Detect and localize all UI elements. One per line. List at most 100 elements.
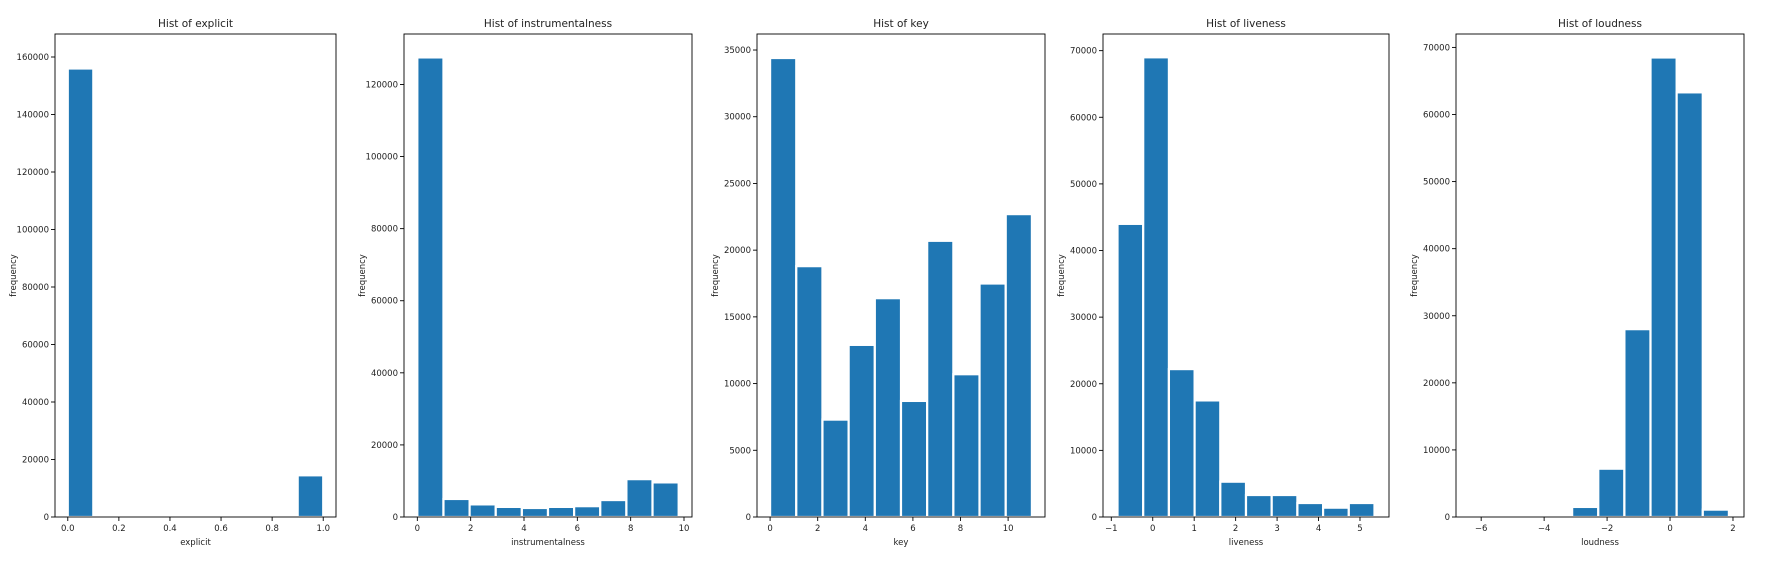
histogram-bar bbox=[1142, 56, 1171, 519]
x-tick-label: 2 bbox=[468, 524, 473, 534]
chart-panel: 0 2 4 6 8 10 0 5000 10000 15000 20000 25000 30000 350… bbox=[711, 18, 1046, 548]
x-axis-label: key bbox=[894, 538, 909, 548]
x-tick-label: 10 bbox=[1003, 524, 1014, 534]
y-tick-label: 10000 bbox=[724, 380, 751, 390]
axes-frame bbox=[1455, 33, 1745, 518]
x-tick-label: 6 bbox=[910, 524, 915, 534]
y-tick-label: 0 bbox=[746, 513, 751, 523]
y-tick-label: 40000 bbox=[22, 398, 49, 408]
chart-panel: 0.0 0.2 0.4 0.6 0.8 1.0 0 20000 40000 60000 80000 1… bbox=[9, 18, 337, 548]
y-tick-label: 60000 bbox=[1423, 111, 1450, 121]
y-tick-label: 40000 bbox=[1423, 245, 1450, 255]
x-tick-label: 0 bbox=[1150, 524, 1155, 534]
axes-frame bbox=[54, 33, 337, 518]
y-tick-label: 25000 bbox=[724, 179, 751, 189]
x-tick-label: −2 bbox=[1601, 524, 1614, 534]
y-tick-label: 50000 bbox=[1070, 180, 1097, 190]
y-tick-label: 80000 bbox=[371, 225, 398, 235]
histogram-bar bbox=[952, 373, 981, 519]
x-tick-label: −1 bbox=[1105, 524, 1118, 534]
y-tick-label: 20000 bbox=[371, 441, 398, 451]
histogram-bar bbox=[494, 505, 523, 519]
chart-panel: −6 −4 −2 0 2 0 10000 20000 30000 40000 50000 60000 7… bbox=[1410, 18, 1745, 548]
x-tick-label: 2 bbox=[815, 524, 820, 534]
histogram-bar bbox=[66, 67, 95, 519]
x-tick-label: 0.6 bbox=[214, 524, 228, 534]
y-tick-label: 40000 bbox=[1070, 247, 1097, 257]
y-tick-label: 20000 bbox=[724, 246, 751, 256]
histogram-bar bbox=[651, 481, 680, 519]
chart-panel: 0 2 4 6 8 10 0 20000 40000 60000 80000 100000 120000… bbox=[358, 18, 693, 548]
x-tick-label: 8 bbox=[628, 524, 633, 534]
chart-title: Hist of loudness bbox=[1558, 18, 1642, 30]
chart-title: Hist of explicit bbox=[158, 18, 233, 30]
axes-frame bbox=[403, 33, 693, 518]
x-tick-label: 5 bbox=[1357, 524, 1362, 534]
chart-title: Hist of key bbox=[873, 18, 929, 30]
histogram-bar bbox=[873, 297, 903, 519]
histogram-bar bbox=[296, 474, 325, 519]
histogram-bar bbox=[468, 503, 497, 519]
histogram-bar bbox=[625, 478, 654, 519]
x-tick-label: 1.0 bbox=[316, 524, 330, 534]
histogram-bar bbox=[926, 239, 955, 519]
histogram-bar bbox=[1321, 506, 1350, 519]
histogram-bar bbox=[1597, 467, 1626, 519]
y-tick-label: 160000 bbox=[17, 53, 49, 63]
histogram-bar bbox=[599, 498, 628, 519]
y-tick-label: 20000 bbox=[1423, 379, 1450, 389]
y-tick-label: 30000 bbox=[1423, 312, 1450, 322]
y-tick-label: 50000 bbox=[1423, 178, 1450, 188]
x-tick-label: 10 bbox=[679, 524, 690, 534]
y-tick-label: 70000 bbox=[1070, 47, 1097, 57]
histogram-bar bbox=[546, 505, 576, 519]
x-tick-label: 3 bbox=[1274, 524, 1279, 534]
y-tick-label: 0 bbox=[1445, 513, 1450, 523]
y-tick-label: 80000 bbox=[22, 283, 49, 293]
histogram-bar bbox=[1649, 56, 1678, 519]
y-tick-label: 30000 bbox=[724, 113, 751, 123]
x-axis-label: instrumentalness bbox=[511, 538, 585, 548]
y-tick-label: 0 bbox=[393, 513, 398, 523]
x-axis-label: liveness bbox=[1229, 538, 1264, 548]
x-axis-label: explicit bbox=[180, 538, 211, 548]
y-axis-label: frequency bbox=[1057, 254, 1067, 297]
y-tick-label: 30000 bbox=[1070, 313, 1097, 323]
y-tick-label: 60000 bbox=[22, 341, 49, 351]
y-tick-label: 140000 bbox=[17, 111, 49, 121]
histogram-bar bbox=[442, 497, 471, 519]
histogram-bar bbox=[1116, 222, 1145, 519]
y-tick-label: 40000 bbox=[371, 369, 398, 379]
histogram-bar bbox=[1244, 493, 1273, 519]
x-tick-label: 6 bbox=[575, 524, 580, 534]
y-tick-label: 20000 bbox=[22, 456, 49, 466]
y-tick-label: 0 bbox=[1092, 513, 1097, 523]
x-tick-label: 4 bbox=[1316, 524, 1321, 534]
y-tick-label: 100000 bbox=[366, 153, 398, 163]
x-tick-label: 0.4 bbox=[163, 524, 177, 534]
x-tick-label: 2 bbox=[1730, 524, 1735, 534]
histogram-bar bbox=[847, 343, 876, 519]
histogram-bar bbox=[1004, 213, 1034, 519]
histogram-bar bbox=[1571, 505, 1600, 519]
x-tick-label: 0.8 bbox=[265, 524, 279, 534]
x-tick-label: 0 bbox=[767, 524, 772, 534]
x-tick-label: 0.2 bbox=[112, 524, 126, 534]
histogram-bar bbox=[573, 505, 602, 519]
y-tick-label: 120000 bbox=[17, 168, 49, 178]
y-tick-label: 15000 bbox=[724, 313, 751, 323]
x-axis-label: loudness bbox=[1581, 538, 1619, 548]
histogram-bar bbox=[1167, 368, 1196, 519]
y-tick-label: 35000 bbox=[724, 46, 751, 56]
y-axis-label: frequency bbox=[711, 254, 721, 297]
histogram-bar bbox=[416, 56, 445, 519]
y-tick-label: 5000 bbox=[729, 446, 751, 456]
histogram-bar bbox=[1675, 91, 1704, 519]
histogram-bar bbox=[899, 399, 929, 519]
x-tick-label: 0 bbox=[415, 524, 420, 534]
x-tick-label: 0.0 bbox=[61, 524, 75, 534]
histogram-bar bbox=[978, 282, 1007, 519]
x-tick-label: −6 bbox=[1475, 524, 1488, 534]
x-tick-label: −4 bbox=[1538, 524, 1551, 534]
